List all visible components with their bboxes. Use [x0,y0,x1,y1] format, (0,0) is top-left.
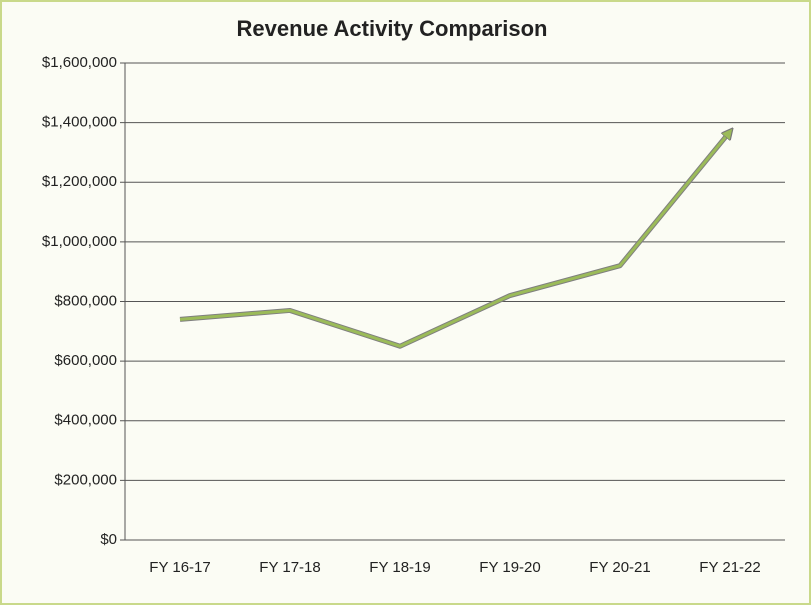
x-tick-label: FY 17-18 [259,559,320,576]
y-tick-label: $600,000 [54,352,117,369]
y-tick-label: $1,200,000 [42,173,117,190]
x-tick-label: FY 20-21 [589,559,650,576]
y-tick-label: $400,000 [54,412,117,429]
y-tick-label: $1,000,000 [42,233,117,250]
y-tick-label: $800,000 [54,292,117,309]
y-tick-label: $200,000 [54,471,117,488]
y-tick-label: $1,400,000 [42,114,117,131]
y-tick-label: $0 [100,531,117,548]
series-line [179,132,730,348]
x-tick-label: FY 18-19 [369,559,430,576]
x-tick-label: FY 21-22 [699,559,760,576]
chart-title: Revenue Activity Comparison [237,16,548,41]
y-tick-label: $1,600,000 [42,54,117,71]
x-tick-label: FY 19-20 [479,559,540,576]
x-tick-label: FY 16-17 [149,559,210,576]
